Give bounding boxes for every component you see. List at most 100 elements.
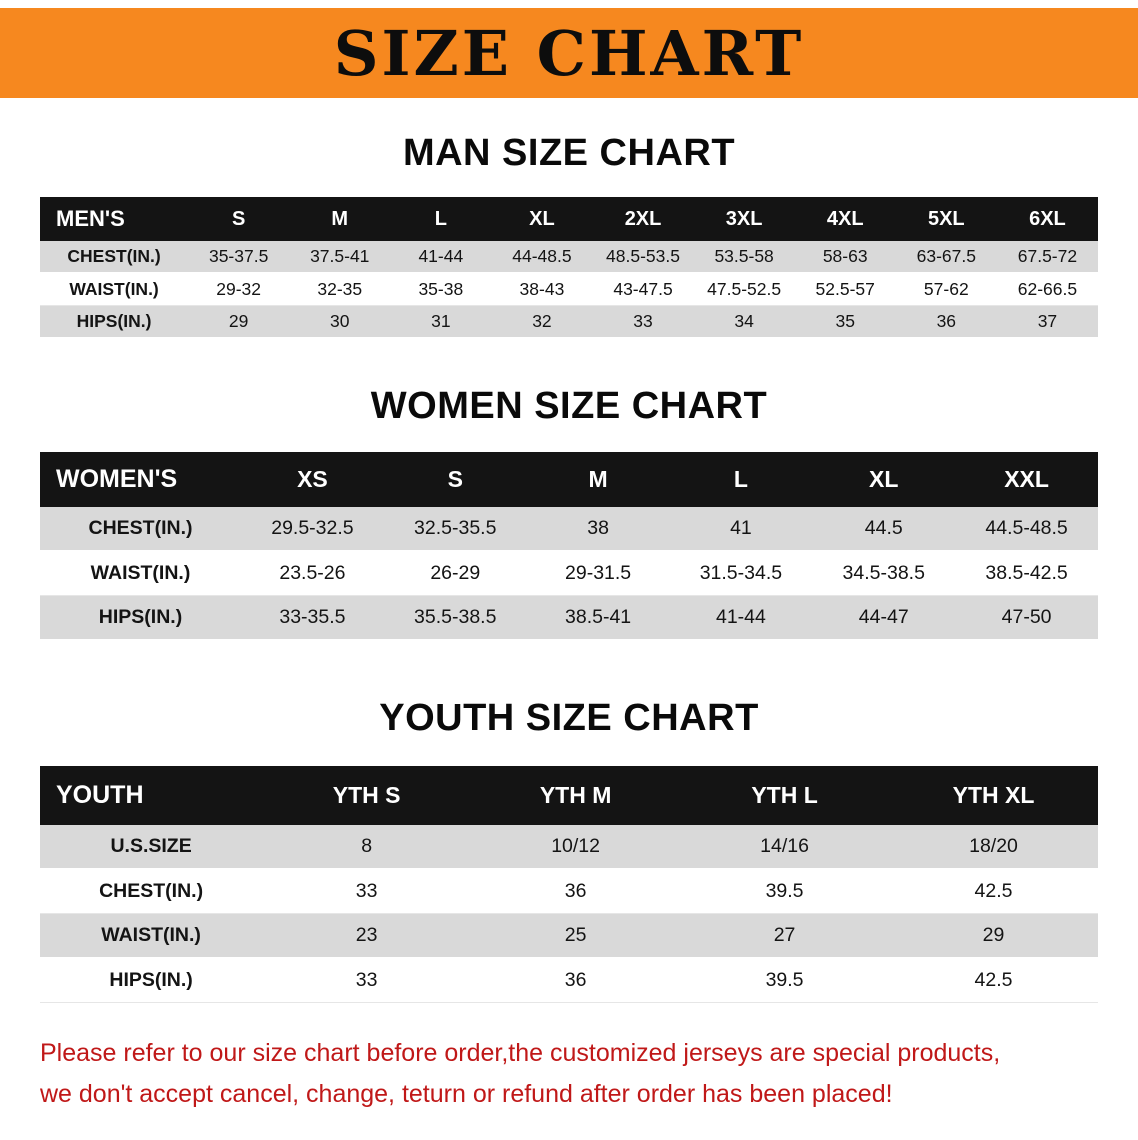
- women-section-heading: WOMEN SIZE CHART: [370, 385, 768, 427]
- value-cell: 36: [936, 311, 957, 331]
- value-cell: 30: [330, 311, 350, 331]
- value-cell: 44.5-48.5: [985, 517, 1068, 539]
- value-cell: 57-62: [923, 279, 969, 299]
- table-row: CHEST(IN.) 33 36 39.5 42.5: [40, 869, 1098, 914]
- value-cell: 29: [228, 311, 249, 331]
- value-cell: 41-44: [418, 246, 464, 266]
- value-cell: 34: [734, 311, 754, 331]
- size-header-cell: XL: [812, 452, 956, 507]
- men-size-section: MAN SIZE CHART MEN'S S M L XL 2XL 3XL 4XL 5XL 6XL…: [40, 132, 1098, 339]
- table-header-row: MEN'S S M L XL 2XL 3XL 4XL 5XL 6XL: [40, 197, 1098, 241]
- value-cell: 44-48.5: [512, 246, 572, 266]
- size-header-cell: L: [390, 197, 492, 241]
- value-cell: 53.5-58: [714, 246, 774, 266]
- disclaimer-line-2: we don't accept cancel, change, teturn o…: [40, 1079, 893, 1108]
- value-cell: 44-47: [858, 606, 909, 628]
- size-header-cell: 3XL: [693, 197, 795, 241]
- value-cell: 52.5-57: [815, 279, 875, 299]
- row-label-cell: WAIST(IN.): [90, 562, 191, 584]
- table-header-row: WOMEN'S XS S M L XL XXL: [40, 452, 1098, 507]
- men-section-heading: MAN SIZE CHART: [402, 132, 736, 174]
- value-cell: 32.5-35.5: [414, 517, 497, 539]
- value-cell: 27: [773, 924, 796, 946]
- value-cell: 42.5: [974, 969, 1013, 991]
- value-cell: 41-44: [715, 606, 766, 628]
- size-header-cell: 6XL: [996, 197, 1098, 241]
- value-cell: 31: [431, 311, 451, 331]
- banner-title: SIZE CHART: [333, 16, 805, 90]
- value-cell: 37: [1037, 311, 1058, 331]
- disclaimer-line-1: Please refer to our size chart before or…: [40, 1039, 1001, 1067]
- disclaimer: Please refer to our size chart before or…: [40, 1033, 1098, 1114]
- value-cell: 33: [633, 311, 653, 331]
- size-header-cell: M: [526, 452, 670, 507]
- value-cell: 58-63: [822, 246, 868, 266]
- value-cell: 62-66.5: [1017, 279, 1078, 299]
- value-cell: 29-32: [216, 279, 262, 299]
- value-cell: 33: [355, 880, 378, 902]
- size-header-cell: M: [289, 197, 391, 241]
- value-cell: 29-31.5: [565, 562, 632, 584]
- value-cell: 67.5-72: [1017, 246, 1078, 266]
- size-header-cell: XL: [491, 197, 593, 241]
- table-row: HIPS(IN.) 33-35.5 35.5-38.5 38.5-41 41-44 44-…: [40, 595, 1098, 640]
- value-cell: 26-29: [430, 562, 481, 584]
- size-header-cell: XXL: [955, 452, 1098, 507]
- value-cell: 29: [982, 924, 1005, 946]
- value-cell: 23: [355, 924, 378, 946]
- value-cell: 35: [835, 311, 855, 331]
- value-cell: 47-50: [1001, 606, 1052, 628]
- row-label-cell: CHEST(IN.): [99, 880, 204, 902]
- value-cell: 8: [361, 835, 373, 857]
- size-header-cell: YTH S: [262, 766, 472, 825]
- value-cell: 48.5-53.5: [606, 246, 680, 266]
- size-header-cell: YTH M: [471, 766, 681, 825]
- table-row: CHEST(IN.) 29.5-32.5 32.5-35.5 38 41 44.5 44.5…: [40, 507, 1098, 551]
- size-header-cell: YTH XL: [889, 766, 1098, 825]
- table-row: HIPS(IN.) 33 36 39.5 42.5: [40, 958, 1098, 1003]
- table-title-cell: YOUTH: [40, 766, 263, 825]
- value-cell: 18/20: [969, 835, 1018, 857]
- value-cell: 39.5: [765, 880, 804, 902]
- table-row: U.S.SIZE 8 10/12 14/16 18/20: [40, 825, 1098, 869]
- youth-size-section: YOUTH SIZE CHART YOUTH YTH S YTH M YTH L YTH…: [40, 697, 1098, 1003]
- table-header-row: YOUTH YTH S YTH M YTH L YTH XL: [40, 766, 1098, 825]
- size-header-cell: S: [383, 452, 527, 507]
- value-cell: 63-67.5: [916, 246, 976, 266]
- value-cell: 35-37.5: [208, 246, 269, 266]
- size-chart-banner: SIZE CHART: [0, 8, 1138, 98]
- youth-size-table: YOUTH YTH S YTH M YTH L YTH XL U.S.SIZE 8 10/12…: [40, 766, 1098, 1003]
- value-cell: 34.5-38.5: [842, 562, 925, 584]
- value-cell: 33-35.5: [279, 606, 346, 628]
- value-cell: 38-43: [519, 279, 565, 299]
- table-title-cell: MEN'S: [40, 197, 189, 241]
- value-cell: 10/12: [551, 835, 600, 857]
- value-cell: 29.5-32.5: [271, 517, 354, 539]
- value-cell: 42.5: [974, 880, 1013, 902]
- value-cell: 33: [355, 969, 378, 991]
- table-row: WAIST(IN.) 23.5-26 26-29 29-31.5 31.5-34.5 34…: [40, 551, 1098, 596]
- row-label-cell: HIPS(IN.): [109, 969, 193, 991]
- value-cell: 23.5-26: [279, 562, 346, 584]
- value-cell: 36: [564, 969, 587, 991]
- value-cell: 41: [730, 517, 752, 539]
- value-cell: 36: [564, 880, 587, 902]
- value-cell: 14/16: [760, 835, 809, 857]
- value-cell: 31.5-34.5: [699, 562, 783, 584]
- youth-section-heading: YOUTH SIZE CHART: [379, 697, 759, 739]
- value-cell: 43-47.5: [613, 279, 673, 299]
- men-size-table: MEN'S S M L XL 2XL 3XL 4XL 5XL 6XL CHEST(IN.) 35-37…: [40, 197, 1098, 339]
- row-label-cell: HIPS(IN.): [76, 311, 152, 331]
- table-row: WAIST(IN.) 23 25 27 29: [40, 913, 1098, 958]
- value-cell: 47.5-52.5: [707, 279, 782, 299]
- row-label-cell: CHEST(IN.): [67, 246, 161, 266]
- table-row: CHEST(IN.) 35-37.5 37.5-41 41-44 44-48.5 48.5…: [40, 241, 1098, 273]
- table-row: HIPS(IN.) 29 30 31 32 33 34 35 36 37: [40, 305, 1098, 338]
- value-cell: 38.5-42.5: [985, 562, 1068, 584]
- value-cell: 25: [564, 924, 587, 946]
- size-header-cell: 2XL: [592, 197, 694, 241]
- value-cell: 44.5: [864, 517, 903, 539]
- row-label-cell: WAIST(IN.): [101, 924, 201, 946]
- women-size-table: WOMEN'S XS S M L XL XXL CHEST(IN.) 29.5-32.5 32.5…: [40, 452, 1098, 641]
- row-label-cell: CHEST(IN.): [88, 517, 193, 539]
